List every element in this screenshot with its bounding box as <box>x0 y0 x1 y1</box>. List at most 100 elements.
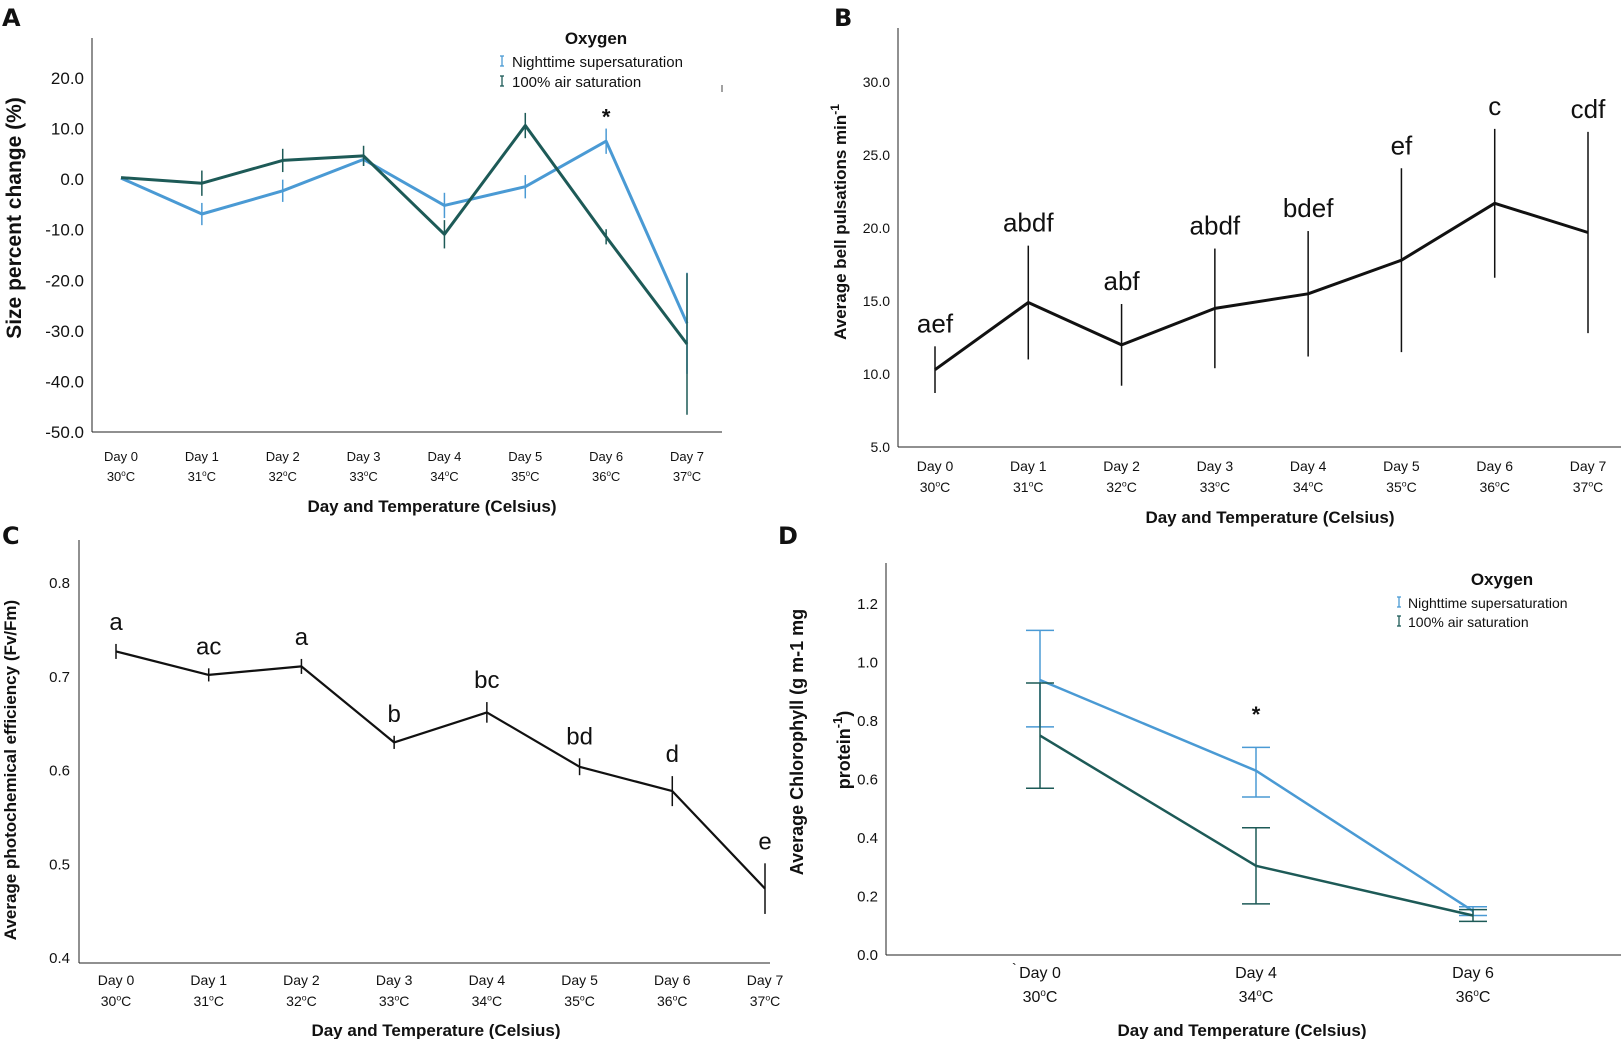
panel-c-xtick-day: Day 7 <box>747 972 784 988</box>
panel-a-xtick-temp: 33oC <box>349 469 377 484</box>
panel-c-xtick-temp-unit: C <box>214 993 224 1009</box>
panel-d-legend-entry: Nighttime supersaturation <box>1408 595 1568 611</box>
panel-a-xtick-temp-unit: C <box>207 469 216 484</box>
panel-b-ylabel-text: Average bell pulsations min <box>831 115 850 340</box>
panel-d-series-line <box>1039 734 1474 917</box>
panel-a-chart: 20.0 10.0 0.0 -10.0 -20.0 -30.0 -40.0 -50.0 Day … <box>3 29 723 516</box>
panel-a-significance-star: * <box>602 104 611 129</box>
panel-b-series-line <box>934 201 1589 371</box>
panel-c-xtick-temp-value: 37 <box>750 993 766 1009</box>
panel-c-xtick-temp-value: 31 <box>193 993 209 1009</box>
panel-a-xtick-temp-value: 32 <box>269 469 283 484</box>
panel-b-ytick-label: 25.0 <box>863 147 890 163</box>
panel-d-xtick-temp-value: 36 <box>1456 989 1474 1006</box>
panel-b-xtick-day: Day 4 <box>1290 458 1327 474</box>
panel-a-legend-entry: 100% air saturation <box>512 74 641 91</box>
panel-c-xtick-temp-unit: C <box>585 993 595 1009</box>
panel-a-xtick-temp-unit: C <box>611 469 620 484</box>
panel-c-xtick-temp: 33oC <box>379 993 410 1009</box>
panel-d-ytick-label: 1.0 <box>857 655 878 672</box>
panel-a-xlabel: Day and Temperature (Celsius) <box>307 497 556 516</box>
panel-c-xtick-temp-value: 36 <box>657 993 673 1009</box>
panel-c-xtick-day: Day 1 <box>190 972 227 988</box>
panel-a-xtick-day: Day 1 <box>185 449 219 464</box>
panel-d-xtick-temp-unit: C <box>1479 989 1491 1006</box>
panel-c-significance-letters: ac <box>196 633 221 660</box>
panel-d-ylabel-close: ) <box>834 711 854 717</box>
panel-c-xtick-temp-degree: o <box>116 993 121 1003</box>
panel-d-xtick-temp-degree: o <box>1473 988 1479 999</box>
panel-c-ytick-label: 0.7 <box>49 669 70 686</box>
panel-b-xtick-day: Day 0 <box>917 458 954 474</box>
panel-b-ytick-label: 30.0 <box>863 74 890 90</box>
panel-a-ytick-label: -40.0 <box>45 372 84 391</box>
panel-c-xtick-temp-degree: o <box>394 993 399 1003</box>
panel-b-ytick-label: 20.0 <box>863 220 890 236</box>
panel-c-xtick-temp-degree: o <box>302 993 307 1003</box>
panel-d-ylabel-line1: Average Chlorophyll (g m-1 mg <box>787 609 807 875</box>
panel-b-xtick-day: Day 6 <box>1476 458 1513 474</box>
panel-b-xtick-temp-value: 30 <box>920 479 936 495</box>
panel-b-ytick-label: 10.0 <box>863 366 890 382</box>
panel-c-xlabel: Day and Temperature (Celsius) <box>311 1021 560 1039</box>
panel-a-xtick-temp: 35oC <box>511 469 539 484</box>
panel-d-ytick-label: 0.0 <box>857 947 878 964</box>
panel-b-xtick-temp-unit: C <box>1313 479 1323 495</box>
panel-a-xtick-temp-degree: o <box>687 469 692 478</box>
panel-a-xtick-temp-unit: C <box>449 469 458 484</box>
panel-d-xtick-temp-value: 30 <box>1023 989 1041 1006</box>
panel-d-xtick-temp-degree: o <box>1040 988 1046 999</box>
panel-a-ytick-label: -30.0 <box>45 322 84 341</box>
panel-a-xtick-temp-degree: o <box>364 469 369 478</box>
panel-b-xtick-day: Day 2 <box>1103 458 1140 474</box>
panel-label-d: D <box>778 522 798 550</box>
panel-d-xtick-day: Day 6 <box>1452 965 1494 982</box>
panel-a-xtick-temp-degree: o <box>526 469 531 478</box>
panel-a-xtick-temp-unit: C <box>287 469 296 484</box>
panel-b-significance-letters: aef <box>917 308 954 338</box>
panel-d-ytick-label: 0.4 <box>857 830 878 847</box>
panel-c-xtick-temp-value: 34 <box>472 993 488 1009</box>
panel-c-xtick-temp-unit: C <box>492 993 502 1009</box>
panel-c-xtick-temp: 35oC <box>564 993 595 1009</box>
panel-c-significance-letters: a <box>295 624 309 651</box>
panel-c-significance-letters: d <box>666 741 679 768</box>
panel-a-xtick-temp-unit: C <box>368 469 377 484</box>
panel-a-legend-title: Oxygen <box>565 29 627 48</box>
panel-d-legend-entry: 100% air saturation <box>1408 614 1529 630</box>
panel-b-ytick-label: 15.0 <box>863 293 890 309</box>
panel-c-xtick-temp: 31oC <box>193 993 224 1009</box>
panel-c-significance-letters: e <box>758 828 771 855</box>
panel-b-xtick-day: Day 1 <box>1010 458 1047 474</box>
panel-d-xtick-temp-degree: o <box>1256 988 1262 999</box>
panel-c-significance-letters: bd <box>566 723 593 750</box>
panel-a-xtick-day: Day 6 <box>589 449 623 464</box>
panel-a-xtick-day: Day 0 <box>104 449 138 464</box>
panel-a-xtick-temp: 36oC <box>592 469 620 484</box>
panel-c-ylabel: Average photochemical efficiency (Fv/Fm) <box>1 600 20 940</box>
panel-a-xtick-day: Day 7 <box>670 449 704 464</box>
panel-c-xtick-temp-degree: o <box>487 993 492 1003</box>
panel-c-xtick-temp-unit: C <box>399 993 409 1009</box>
panel-a-ytick-label: 10.0 <box>51 120 84 139</box>
panel-c-xtick-day: Day 3 <box>376 972 413 988</box>
panel-b-ylabel: Average bell pulsations min-1 <box>828 104 850 340</box>
panel-d-ylabel-line2: protein-1) <box>830 711 854 790</box>
panel-b-xtick-temp-unit: C <box>1407 479 1417 495</box>
panel-a-series-line <box>120 139 689 324</box>
panel-c-xtick-temp: 34oC <box>472 993 503 1009</box>
panel-b-ylabel-sup: -1 <box>828 104 842 115</box>
panel-a-xtick-day: Day 5 <box>508 449 542 464</box>
panel-a-ytick-label: 20.0 <box>51 69 84 88</box>
panel-a-xtick-temp-degree: o <box>202 469 207 478</box>
panel-c-xtick-temp-value: 35 <box>564 993 580 1009</box>
panel-a-xtick-temp: 30oC <box>107 469 135 484</box>
panel-a-xtick-temp-degree: o <box>445 469 450 478</box>
panel-b-xtick-temp-degree: o <box>1029 479 1034 489</box>
panel-d-ytick-label: 0.2 <box>857 889 878 906</box>
panel-c-xtick-temp-unit: C <box>677 993 687 1009</box>
panel-b-xtick-temp-unit: C <box>1593 479 1603 495</box>
